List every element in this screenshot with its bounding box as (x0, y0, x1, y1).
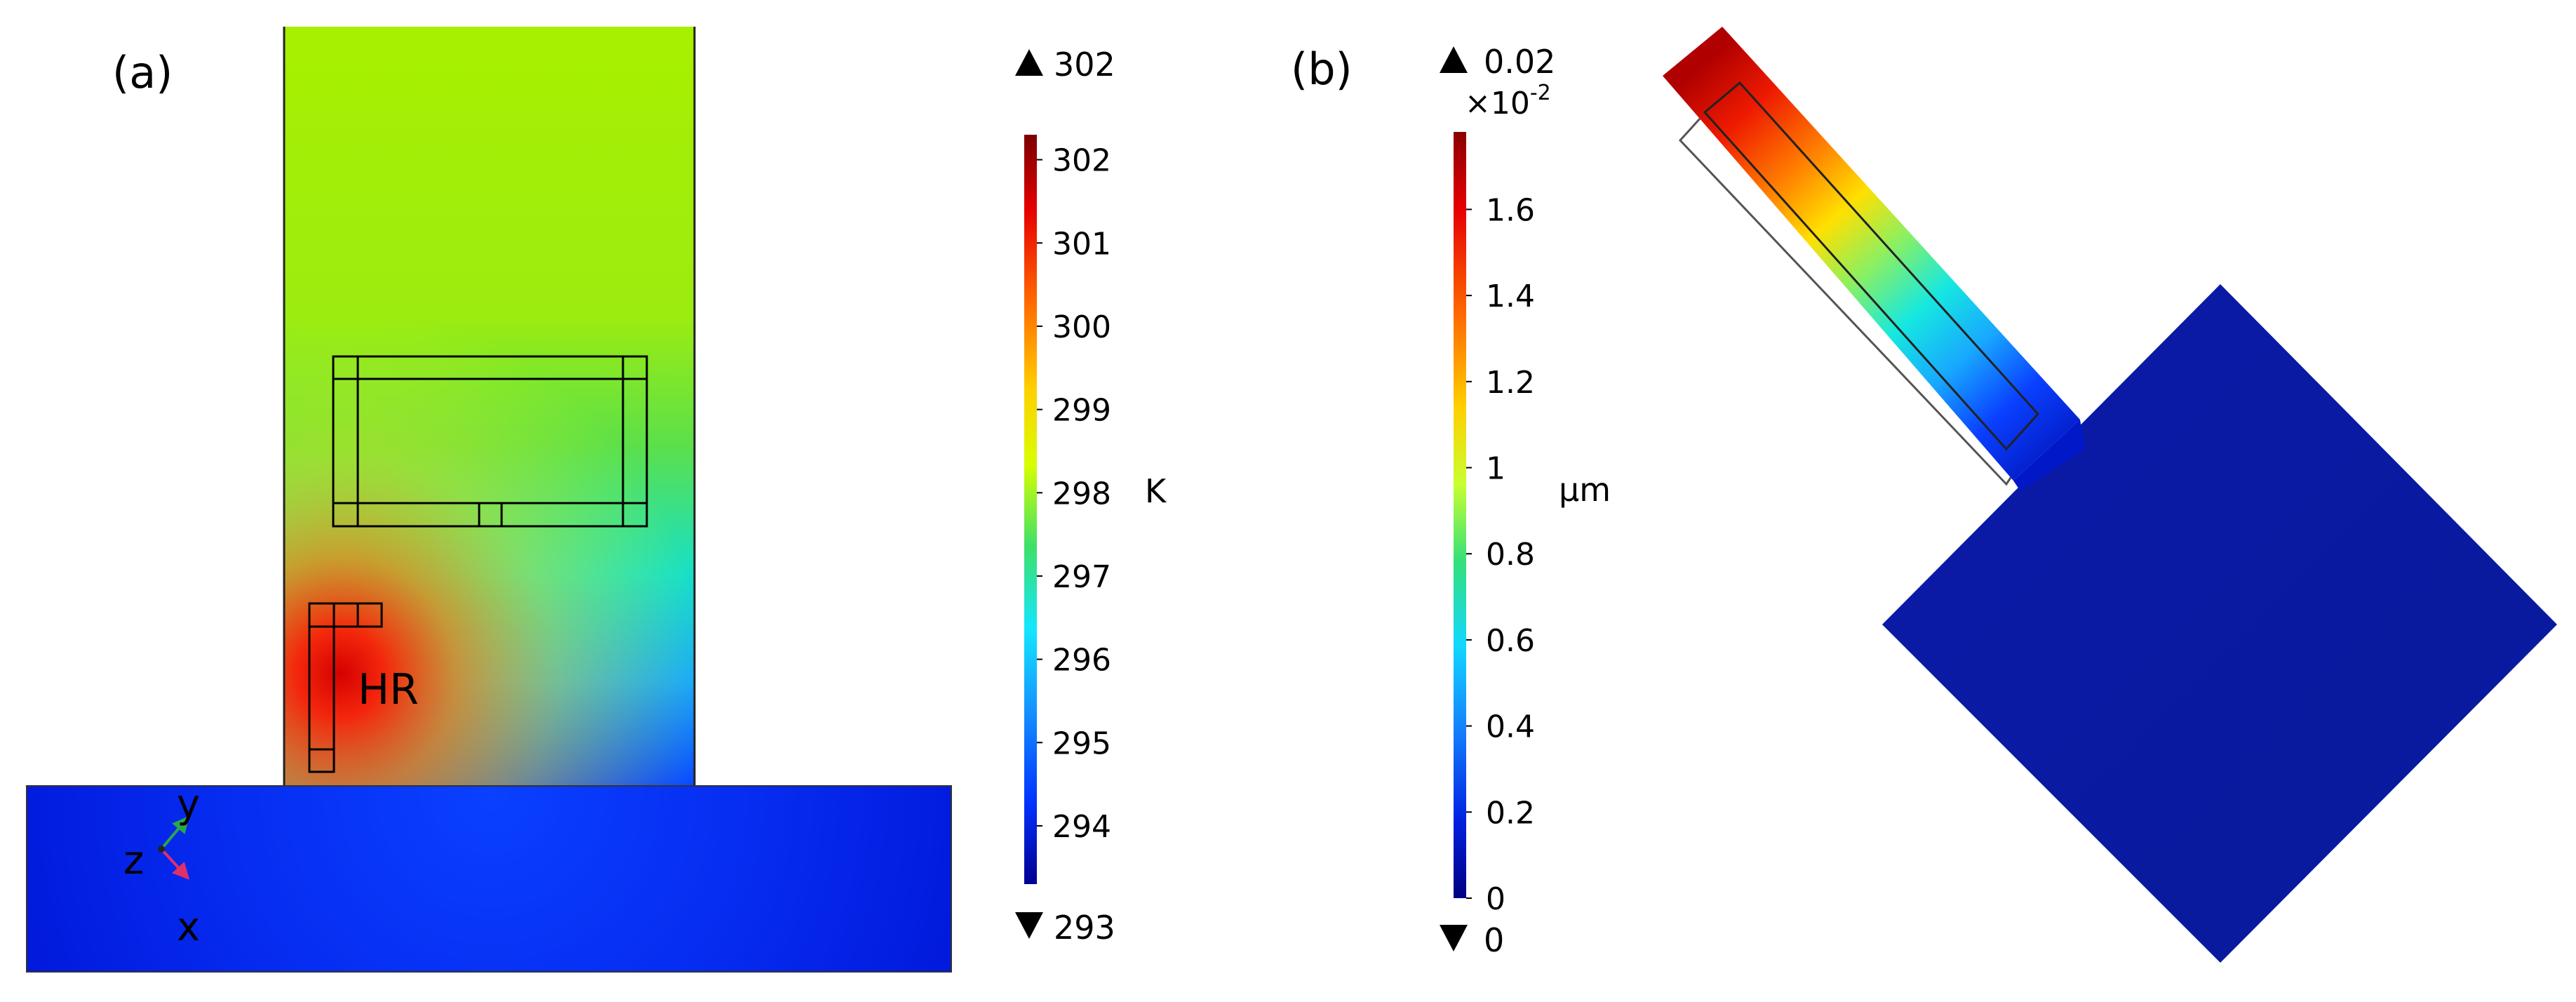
colorbar-b-max-triangle (1440, 46, 1468, 73)
colorbar-tick-label: 299 (1052, 393, 1111, 429)
panel-a: (a) HR (26, 27, 952, 973)
colorbar-tick-label: 294 (1052, 809, 1111, 845)
axis-z-label: z (123, 838, 144, 883)
colorbar-a-min-marker: 293 (1054, 909, 1115, 947)
colorbar-tick-label: 298 (1052, 476, 1111, 512)
colorbar-a: 302 302 301 300 299 298 297 296 295 294 K 293 (1015, 46, 1167, 947)
panel-b: (b) (1291, 44, 1353, 95)
device-outline (332, 355, 648, 528)
colorbar-a-unit: K (1145, 472, 1167, 510)
diamond-block (1882, 284, 2557, 963)
panel-a-label: (a) (112, 47, 173, 98)
axis-triad: y z x (123, 782, 200, 950)
colorbar-tick-label: 296 (1052, 643, 1111, 679)
colorbar-tick-label: 0.4 (1486, 709, 1535, 745)
colorbar-a-bar (1024, 135, 1037, 884)
beam-root (2013, 420, 2085, 491)
colorbar-b-bar (1454, 132, 1466, 898)
heater-outline (308, 602, 383, 773)
colorbar-tick-label: 302 (1052, 143, 1111, 179)
colorbar-a-max-triangle (1015, 49, 1043, 76)
colorbar-a-max-marker: 302 (1054, 46, 1115, 84)
pillar (283, 27, 696, 788)
deformed-beam (1663, 27, 2080, 481)
beam-inner-outline (1703, 81, 2040, 451)
colorbar-tick-label: 297 (1052, 559, 1111, 595)
colorbar-tick-label: 0 (1486, 881, 1505, 917)
colorbar-b-min-marker: 0 (1484, 921, 1504, 959)
colorbar-tick-label: 1.2 (1486, 365, 1535, 401)
colorbar-tick-label: 300 (1052, 309, 1111, 345)
colorbar-b-ticks: 1.6 1.4 1.2 1 0.8 0.6 0.4 0.2 0 (1466, 192, 1535, 917)
colorbar-tick-label: 1.4 (1486, 279, 1535, 314)
colorbar-b: 0.02 ×10-2 1.6 1.4 1.2 1 0.8 0.6 0.4 0.2 0 μm 0 (1440, 43, 1611, 959)
colorbar-b-min-triangle (1440, 925, 1468, 951)
panel-b-label: (b) (1291, 44, 1353, 95)
axis-y-label: y (177, 782, 200, 827)
axis-x-label: x (177, 904, 200, 950)
colorbar-a-min-triangle (1015, 912, 1043, 939)
colorbar-tick-label: 301 (1052, 226, 1111, 262)
substrate (26, 785, 952, 973)
colorbar-tick-label: 0.2 (1486, 795, 1535, 831)
colorbar-b-multiplier: ×10-2 (1465, 81, 1551, 121)
colorbar-b-max-marker: 0.02 (1484, 43, 1555, 81)
colorbar-tick-label: 0.6 (1486, 623, 1535, 659)
cantilever-model (1663, 27, 2557, 963)
heater-label: HR (358, 665, 419, 714)
colorbar-tick-label: 1.6 (1486, 192, 1535, 228)
colorbar-b-unit: μm (1559, 471, 1611, 509)
colorbar-a-ticks: 302 301 300 299 298 297 296 295 294 (1037, 143, 1111, 845)
colorbar-tick-label: 1 (1486, 451, 1505, 487)
colorbar-tick-label: 295 (1052, 726, 1111, 761)
colorbar-tick-label: 0.8 (1486, 537, 1535, 573)
